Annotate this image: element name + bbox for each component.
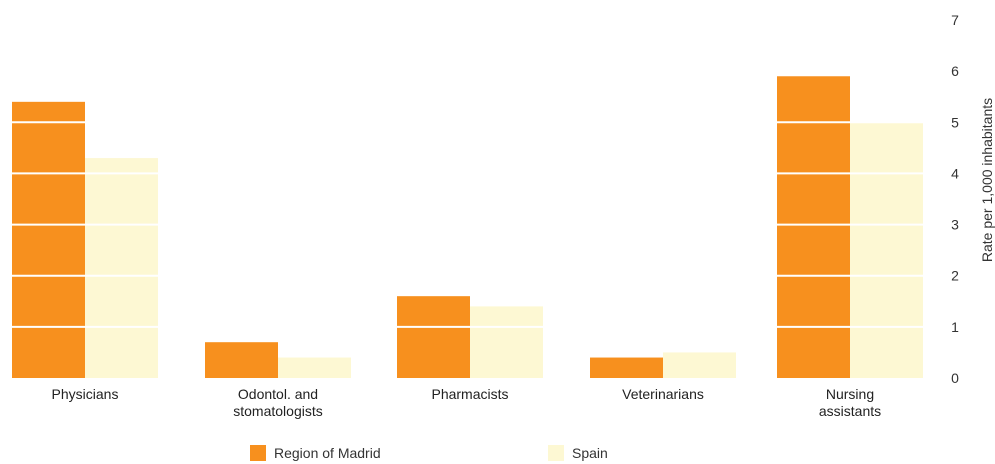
y-tick-label: 1 [951, 319, 959, 335]
category-label: Odontol. and stomatologists [233, 386, 322, 419]
y-axis-ticks: 0 1 2 3 4 5 6 7 [951, 12, 959, 386]
bar-madrid-2 [397, 296, 470, 378]
category-label: Nursing assistants [819, 386, 881, 419]
legend-item-madrid: Region of Madrid [250, 444, 381, 462]
bar-spain-1 [278, 357, 351, 378]
bar-madrid-0 [12, 101, 85, 378]
y-tick-label: 2 [951, 268, 959, 284]
category-labels: Physicians Odontol. and stomatologists Phar… [52, 386, 882, 419]
bar-spain-0 [85, 158, 158, 378]
bar-madrid-3 [590, 357, 663, 378]
y-tick-label: 5 [951, 114, 959, 130]
category-label: Physicians [52, 386, 119, 402]
gridlines-group [0, 70, 925, 328]
y-tick-label: 7 [951, 12, 959, 28]
legend-label-spain: Spain [572, 445, 608, 461]
legend-item-spain: Spain [548, 444, 608, 462]
legend-swatch-madrid [250, 445, 266, 461]
y-axis-label: Rate per 1,000 inhabitants [979, 98, 995, 262]
bar-spain-4 [850, 122, 923, 379]
bar-spain-2 [470, 306, 543, 378]
bar-madrid-1 [205, 342, 278, 378]
legend-label-madrid: Region of Madrid [274, 445, 381, 461]
category-label: Pharmacists [431, 386, 508, 402]
category-label: Veterinarians [622, 386, 704, 402]
y-tick-label: 3 [951, 217, 959, 233]
bar-spain-3 [663, 352, 736, 378]
legend-swatch-spain [548, 445, 564, 461]
y-tick-label: 0 [951, 370, 959, 386]
y-tick-label: 6 [951, 63, 959, 79]
y-tick-label: 4 [951, 165, 959, 181]
